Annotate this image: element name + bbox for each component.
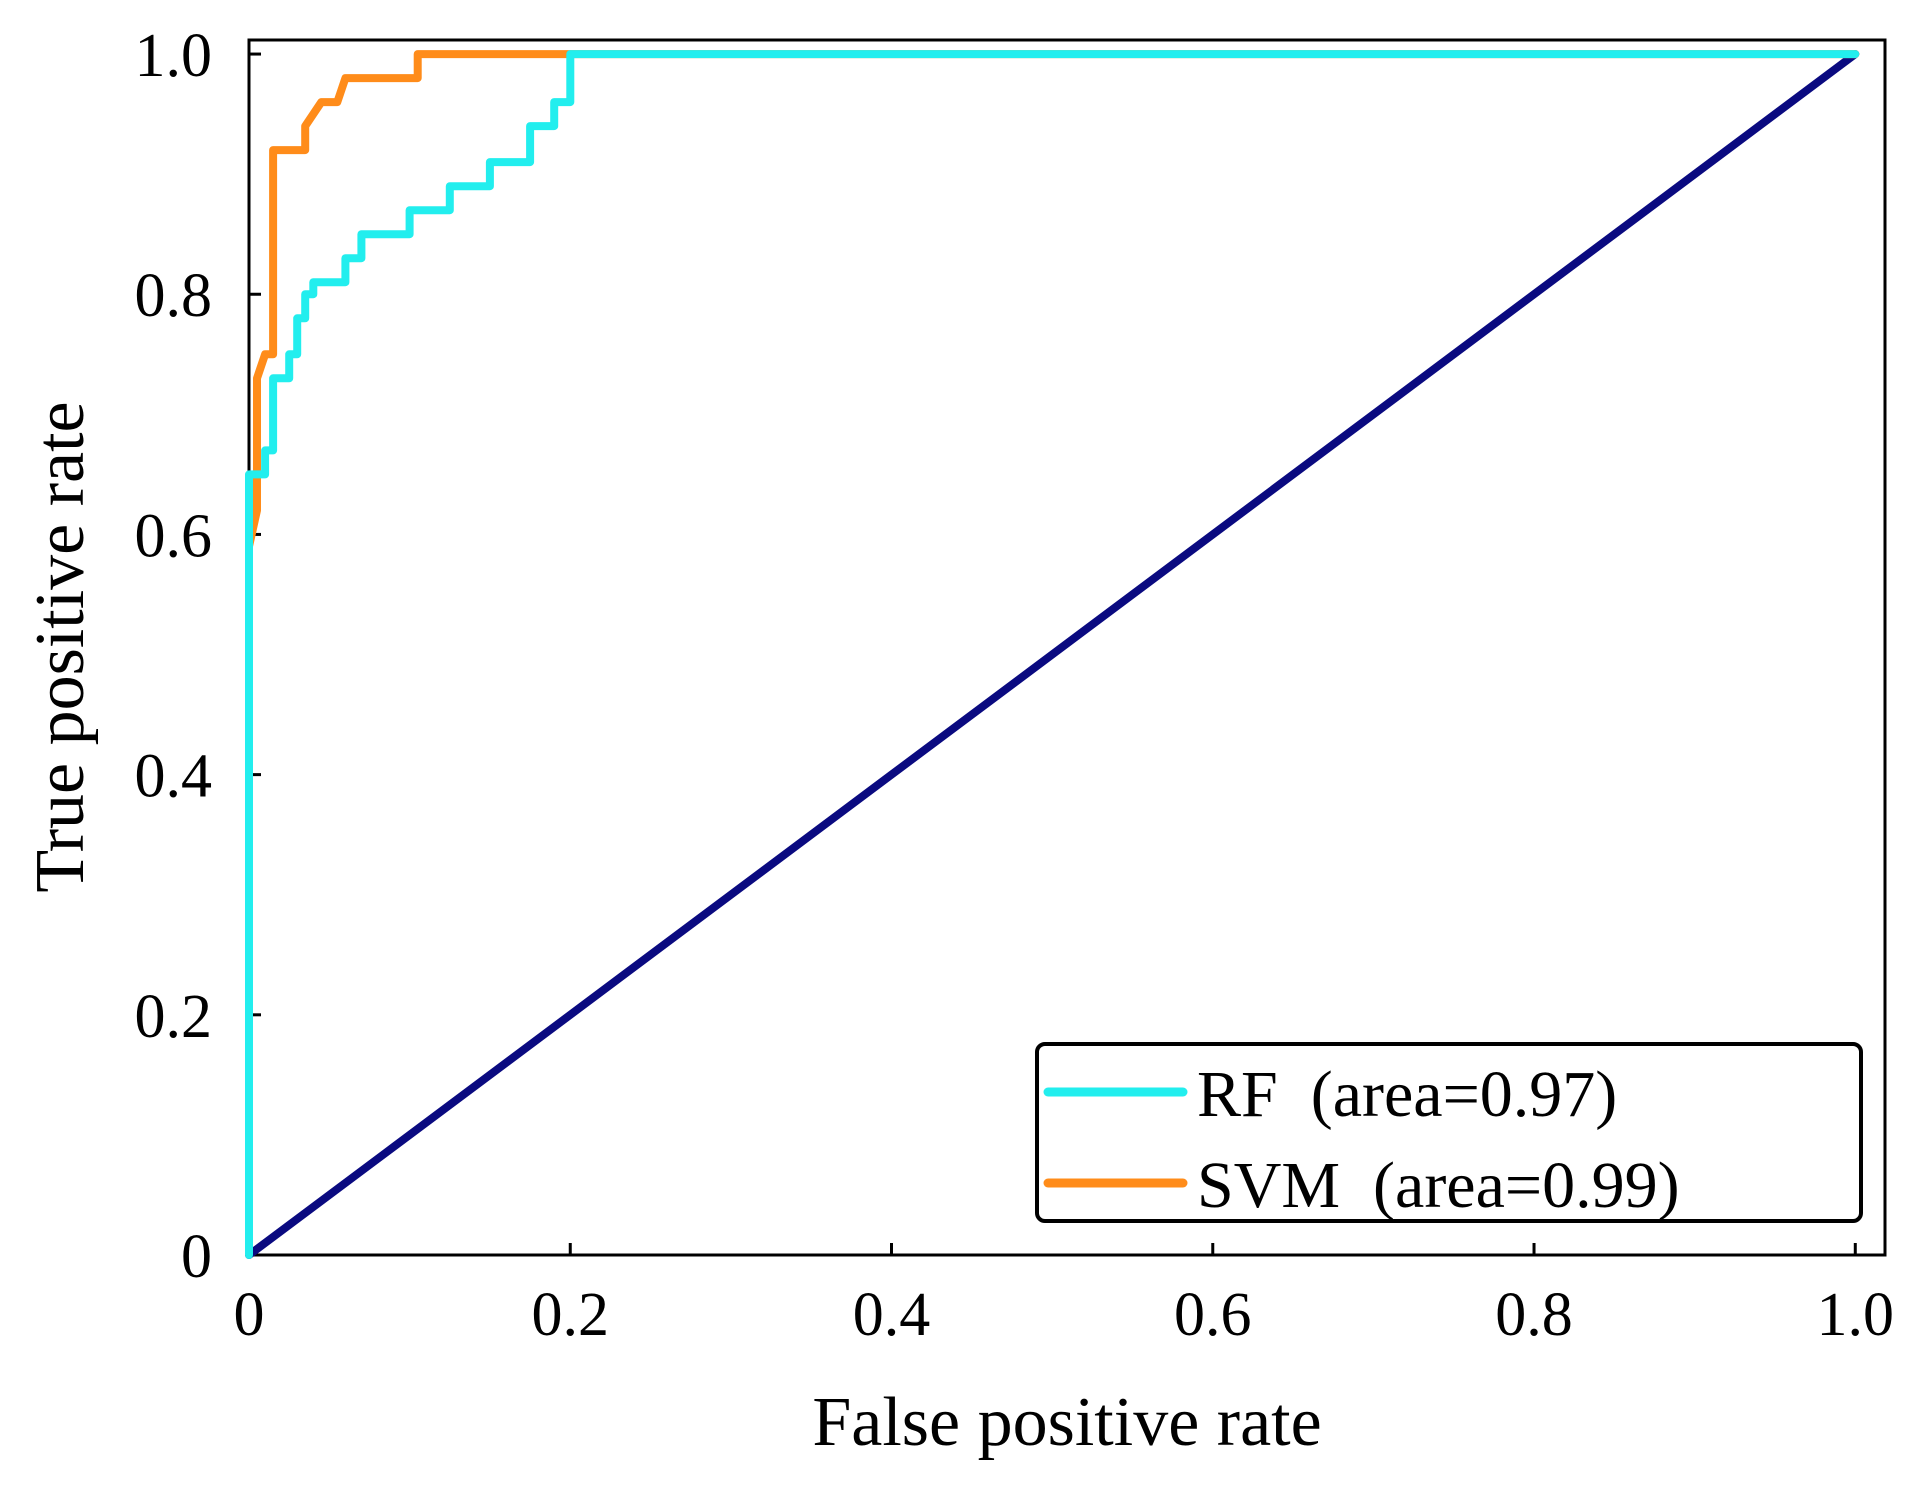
chance-diagonal-line (245, 50, 1860, 1259)
svm-roc-line (245, 50, 1860, 551)
x-tick-label: 0 (234, 1281, 265, 1349)
x-tick-label: 1.0 (1817, 1281, 1895, 1349)
x-tick-label: 0.6 (1174, 1281, 1252, 1349)
y-tick-label: 0.4 (135, 743, 213, 811)
x-tick-label: 0.2 (532, 1281, 610, 1349)
legend-box (1035, 1042, 1863, 1223)
legend: RF (area=0.97) SVM (area=0.99) (1035, 1042, 1863, 1223)
ticks-layer: 0 0.2 0.4 0.6 0.8 1.0 0 0.2 0.4 0.6 0.8 1.0 (135, 22, 1895, 1349)
x-axis-label: False positive rate (812, 1384, 1321, 1461)
y-tick-label: 0 (181, 1223, 212, 1291)
y-tick-label: 0.8 (135, 262, 213, 330)
x-tick-label: 0.4 (853, 1281, 931, 1349)
legend-label-rf: RF (area=0.97) (1197, 1058, 1617, 1131)
y-tick-label: 0.6 (135, 502, 213, 570)
series-layer (245, 50, 1860, 1259)
legend-label-svm: SVM (area=0.99) (1197, 1149, 1680, 1222)
y-tick-label: 1.0 (135, 22, 213, 90)
rf-roc-line (245, 50, 1860, 1259)
x-tick-label: 0.8 (1495, 1281, 1573, 1349)
y-tick-label: 0.2 (135, 983, 213, 1051)
y-axis-label: True positive rate (22, 401, 99, 892)
